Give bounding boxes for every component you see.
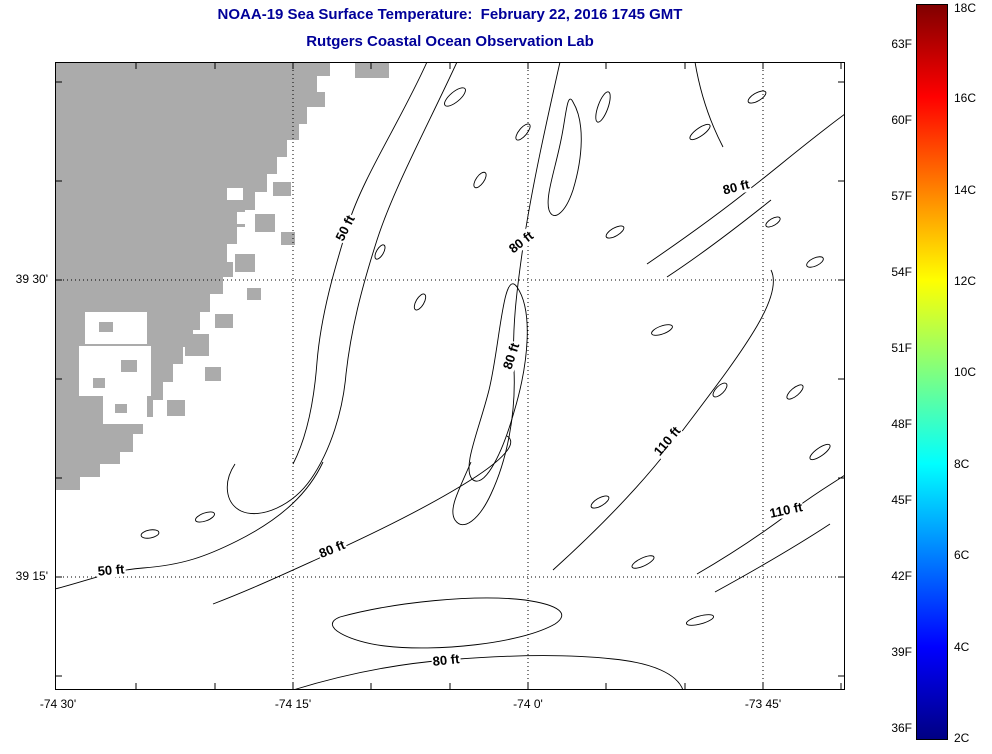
y-axis-label: 39 15'	[15, 569, 48, 583]
x-axis-label: -74 30'	[39, 697, 77, 711]
land-mask	[55, 62, 389, 490]
y-axis-label: 39 30'	[15, 272, 48, 286]
page-subtitle: Rutgers Coastal Ocean Observation Lab	[306, 33, 594, 50]
colorbar-label-celsius: 12C	[954, 274, 977, 288]
colorbar-label-celsius: 10C	[954, 365, 977, 379]
colorbar-label-celsius: 14C	[954, 183, 977, 197]
axis-ticks	[55, 62, 845, 690]
colorbar-label-celsius: 18C	[954, 1, 977, 15]
colorbar-label-celsius: 16C	[954, 91, 977, 105]
colorbar-label-fahrenheit: 63F	[891, 37, 912, 51]
colorbar-label-fahrenheit: 36F	[891, 721, 912, 735]
colorbar-label-celsius: 6C	[954, 548, 970, 562]
colorbar-gradient	[917, 5, 947, 739]
colorbar-label-fahrenheit: 57F	[891, 189, 912, 203]
colorbar-label-fahrenheit: 42F	[891, 569, 912, 583]
x-axis-label: -74 0'	[513, 697, 543, 711]
colorbar-label-fahrenheit: 51F	[891, 341, 912, 355]
map-canvas	[54, 61, 846, 691]
colorbar-label-fahrenheit: 54F	[891, 265, 912, 279]
x-axis-label: -74 15'	[274, 697, 312, 711]
colorbar-label-celsius: 8C	[954, 457, 970, 471]
colorbar-label-celsius: 2C	[954, 731, 970, 745]
colorbar-label-fahrenheit: 39F	[891, 645, 912, 659]
grid-lines	[55, 62, 845, 690]
colorbar-label-celsius: 4C	[954, 640, 970, 654]
x-axis-label: -73 45'	[744, 697, 782, 711]
colorbar	[916, 4, 948, 740]
page-title: NOAA-19 Sea Surface Temperature: Februar…	[217, 6, 683, 23]
colorbar-label-fahrenheit: 48F	[891, 417, 912, 431]
map-frame	[55, 62, 845, 690]
colorbar-label-fahrenheit: 60F	[891, 113, 912, 127]
sst-map	[54, 61, 846, 691]
colorbar-label-fahrenheit: 45F	[891, 493, 912, 507]
